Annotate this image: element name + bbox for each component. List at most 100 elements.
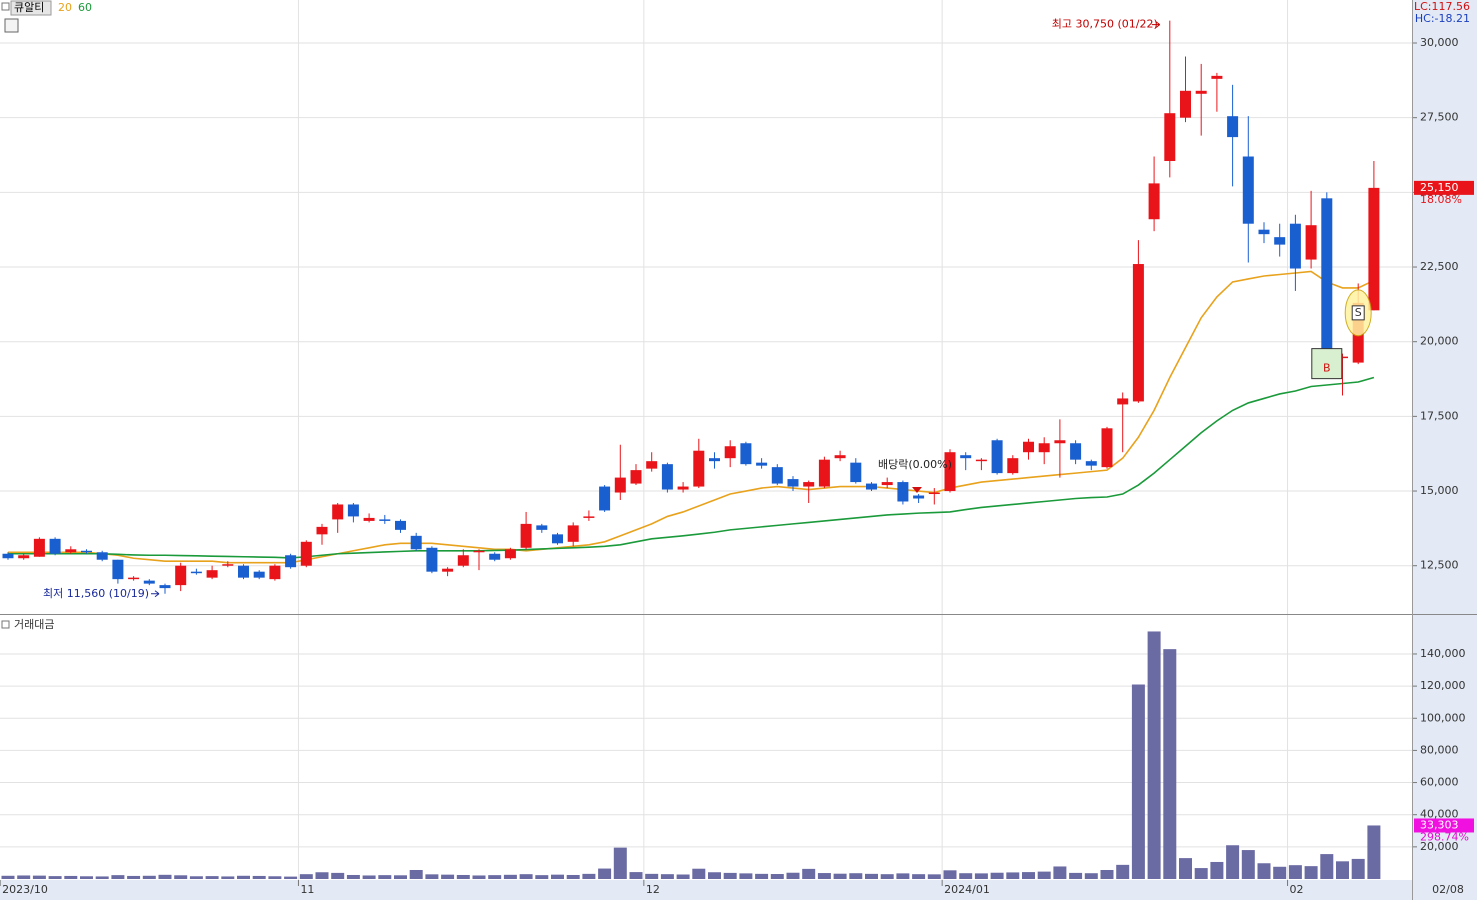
- arrow: [1151, 21, 1161, 29]
- table-icon[interactable]: [4, 18, 19, 33]
- volume-bar: [1147, 631, 1161, 879]
- volume-bar: [786, 872, 800, 879]
- candle-body: [583, 516, 595, 518]
- volume-bar: [1304, 866, 1318, 879]
- y-tick-label: 80,000: [1420, 743, 1459, 756]
- volume-bar: [1226, 845, 1240, 879]
- candle-body: [1038, 443, 1050, 453]
- candle-body: [300, 541, 312, 566]
- candle-body: [1368, 187, 1380, 311]
- panel-icon[interactable]: [1, 2, 10, 11]
- candle-body: [222, 564, 234, 566]
- arrow: [151, 590, 160, 598]
- volume-bar: [174, 875, 188, 879]
- candle-body: [960, 455, 972, 459]
- volume-bar: [1037, 871, 1051, 879]
- signal-box: [1351, 305, 1365, 321]
- candle-body: [740, 443, 752, 465]
- candle-body: [991, 440, 1003, 474]
- date-strip: [0, 880, 1477, 900]
- volume-bar: [1320, 854, 1334, 879]
- candle-body: [128, 577, 140, 580]
- y-tick-label: 22,500: [1420, 260, 1459, 273]
- candle-body: [646, 461, 658, 469]
- volume-bar: [315, 872, 329, 879]
- volume-bar: [551, 874, 564, 879]
- volume-bar: [582, 873, 596, 879]
- volume-bar: [1053, 866, 1067, 879]
- candle-body: [834, 455, 846, 459]
- chart-title: 큐알티: [14, 0, 44, 14]
- candle-body: [175, 565, 187, 586]
- volume-bar: [1022, 872, 1035, 879]
- candle-body: [693, 450, 705, 487]
- info-text: HC:-18.21: [1415, 12, 1470, 25]
- volume-bar: [708, 872, 721, 879]
- x-tick-label: 11: [300, 883, 314, 896]
- candle-body: [457, 555, 469, 566]
- candle-body: [975, 459, 987, 462]
- candle-body: [33, 538, 45, 557]
- dividend-marker: [912, 487, 922, 493]
- volume-bar: [1069, 872, 1083, 879]
- volume-bar: [456, 874, 470, 879]
- candle-body: [1085, 461, 1097, 466]
- title-box[interactable]: [10, 0, 52, 16]
- annotation-low: 최저 11,560 (10/19): [43, 587, 149, 600]
- volume-bar: [205, 876, 219, 879]
- volume-bar: [127, 875, 141, 879]
- volume-bar: [1241, 850, 1255, 879]
- volume-bar: [833, 873, 847, 879]
- candle-body: [159, 585, 171, 589]
- volume-bar: [409, 869, 423, 879]
- x-tick-label: 02: [1290, 883, 1304, 896]
- volume-bar: [1210, 861, 1224, 879]
- candle-body: [238, 565, 249, 578]
- candle-body: [1289, 223, 1301, 269]
- candle-body: [442, 568, 454, 572]
- candle-body: [803, 482, 815, 487]
- x-tick-label: 2024/01: [944, 883, 990, 896]
- volume-bar: [237, 875, 250, 879]
- candle-body: [599, 486, 611, 511]
- candle-body: [1195, 90, 1207, 94]
- volume-bar: [268, 876, 282, 879]
- candle-body: [1148, 183, 1160, 220]
- volume-bar: [362, 875, 376, 879]
- candle-body: [1274, 237, 1286, 245]
- volume-bar: [865, 873, 878, 879]
- candle-body: [1070, 443, 1082, 460]
- candle-body: [1132, 264, 1144, 402]
- volume-bar: [1131, 684, 1145, 879]
- volume-bar: [943, 870, 957, 879]
- candle-body: [928, 492, 940, 495]
- y-tick-label: 120,000: [1420, 679, 1466, 692]
- candle-body: [709, 458, 720, 462]
- candle-body: [1321, 198, 1333, 357]
- volume-tag-ratio: 298.74%: [1420, 830, 1469, 843]
- volume-bar: [645, 873, 659, 879]
- panel-icon[interactable]: [1, 620, 10, 629]
- candle-body: [363, 517, 375, 521]
- candle-body: [567, 525, 579, 542]
- volume-bar: [927, 874, 941, 879]
- y-tick-label: 17,500: [1420, 409, 1459, 422]
- volume-bar: [1084, 873, 1098, 879]
- candle-body: [661, 464, 673, 490]
- candle-body: [269, 565, 281, 580]
- signal-label: S: [1355, 306, 1362, 319]
- candle-body: [1180, 90, 1191, 118]
- volume-bar: [80, 876, 93, 879]
- y-tick-label: 20,000: [1420, 840, 1459, 853]
- volume-bar: [331, 872, 345, 879]
- price-tag: [1414, 180, 1474, 195]
- y-tick-label: 60,000: [1420, 776, 1459, 789]
- volume-bar: [1273, 866, 1287, 879]
- volume-bar: [284, 876, 298, 879]
- volume-bar: [817, 873, 831, 879]
- volume-bar: [252, 875, 266, 879]
- candle-body: [143, 580, 155, 584]
- volume-bar: [64, 875, 78, 879]
- volume-bar: [880, 874, 894, 879]
